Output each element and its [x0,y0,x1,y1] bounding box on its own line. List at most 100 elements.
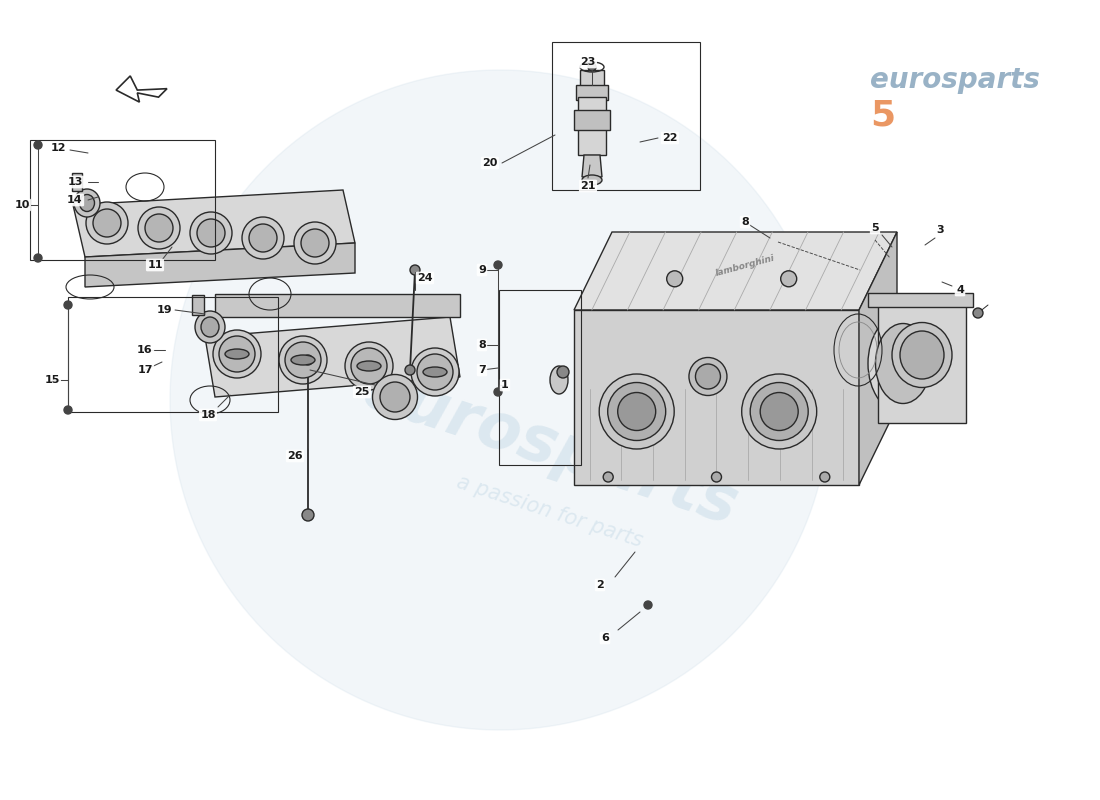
Circle shape [64,406,72,414]
Polygon shape [574,310,859,485]
Ellipse shape [345,342,393,390]
Bar [552,42,700,190]
Ellipse shape [226,349,249,359]
Text: eurosparts: eurosparts [870,66,1040,94]
Ellipse shape [741,374,816,449]
Ellipse shape [550,366,568,394]
Ellipse shape [900,331,944,379]
Bar [499,290,581,465]
Circle shape [302,355,313,365]
Ellipse shape [373,374,418,419]
Polygon shape [574,232,896,310]
Bar [30,140,214,260]
Ellipse shape [417,354,453,390]
Ellipse shape [411,348,459,396]
Text: 11: 11 [147,260,163,270]
Polygon shape [868,293,974,307]
Ellipse shape [79,194,95,211]
Text: 23: 23 [581,57,596,67]
Ellipse shape [607,382,666,441]
Text: 24: 24 [417,273,432,283]
Text: 18: 18 [200,410,216,420]
Text: lamborghini: lamborghini [715,254,777,278]
Text: 9: 9 [478,265,486,275]
Polygon shape [170,70,830,730]
Text: 3: 3 [936,225,944,235]
Ellipse shape [94,209,121,237]
Ellipse shape [689,358,727,395]
Text: 6: 6 [601,633,609,643]
Ellipse shape [301,229,329,257]
Ellipse shape [145,214,173,242]
Ellipse shape [197,219,226,247]
Polygon shape [580,70,604,87]
Ellipse shape [74,189,100,217]
Ellipse shape [195,311,226,343]
Text: 5: 5 [870,98,895,132]
Polygon shape [117,76,167,102]
Text: 13: 13 [67,177,82,187]
Circle shape [64,301,72,309]
Ellipse shape [190,212,232,254]
Ellipse shape [600,374,674,449]
Ellipse shape [750,382,808,441]
Ellipse shape [285,342,321,378]
Ellipse shape [242,217,284,259]
Polygon shape [574,110,611,130]
Text: 14: 14 [67,195,82,205]
Ellipse shape [618,393,656,430]
Ellipse shape [294,222,335,264]
Polygon shape [582,155,602,177]
Text: 1: 1 [502,380,509,390]
Text: a passion for parts: a passion for parts [454,473,646,551]
Ellipse shape [219,336,255,372]
Polygon shape [214,294,460,317]
Circle shape [557,366,569,378]
Text: 25: 25 [354,387,370,397]
Circle shape [34,254,42,262]
Circle shape [667,270,683,286]
Bar [68,297,278,412]
Text: 5: 5 [871,223,879,233]
Polygon shape [85,243,355,287]
Ellipse shape [279,336,327,384]
Polygon shape [878,295,966,423]
Circle shape [712,472,722,482]
Ellipse shape [358,361,381,371]
Bar [192,295,204,315]
Circle shape [974,308,983,318]
Polygon shape [205,317,460,397]
Circle shape [410,265,420,275]
Circle shape [494,388,502,396]
Text: 8: 8 [478,340,486,350]
Text: 17: 17 [138,365,153,375]
Text: 19: 19 [157,305,173,315]
Text: 26: 26 [287,451,303,461]
Ellipse shape [582,175,602,185]
Ellipse shape [379,382,410,412]
Text: 16: 16 [138,345,153,355]
Ellipse shape [249,224,277,252]
Text: 8: 8 [741,217,749,227]
Circle shape [644,601,652,609]
Circle shape [34,141,42,149]
Text: 4: 4 [956,285,964,295]
Bar [72,173,82,191]
Text: 7: 7 [478,365,486,375]
Polygon shape [73,190,355,257]
Circle shape [405,365,415,375]
Ellipse shape [213,330,261,378]
Circle shape [781,270,796,286]
Text: 21: 21 [581,181,596,191]
Ellipse shape [201,317,219,337]
Circle shape [588,63,596,71]
Text: eurosparts: eurosparts [354,358,746,538]
Text: 15: 15 [44,375,59,385]
Circle shape [494,261,502,269]
Circle shape [603,472,613,482]
Ellipse shape [351,348,387,384]
Circle shape [302,509,313,521]
Circle shape [820,472,829,482]
Polygon shape [859,232,896,485]
Text: 12: 12 [51,143,66,153]
